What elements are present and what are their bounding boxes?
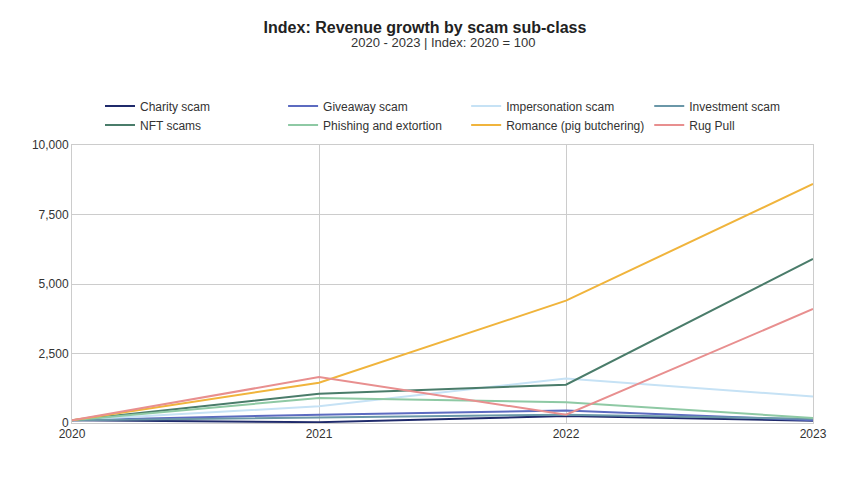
svg-text:2020 - 2023 | Index: 2020 = 10: 2020 - 2023 | Index: 2020 = 100 — [351, 35, 535, 50]
svg-text:Charity scam: Charity scam — [140, 100, 210, 114]
svg-text:0: 0 — [62, 416, 69, 430]
svg-text:2023: 2023 — [800, 427, 827, 441]
svg-text:7,500: 7,500 — [39, 208, 69, 222]
svg-text:Phishing and extortion: Phishing and extortion — [323, 119, 442, 133]
svg-text:2,500: 2,500 — [39, 347, 69, 361]
svg-text:Investment scam: Investment scam — [689, 100, 780, 114]
svg-text:Index: Revenue growth by scam: Index: Revenue growth by scam sub-class — [264, 19, 587, 36]
svg-text:5,000: 5,000 — [39, 277, 69, 291]
svg-text:2020: 2020 — [59, 427, 86, 441]
svg-text:Impersonation scam: Impersonation scam — [506, 100, 614, 114]
svg-text:2021: 2021 — [306, 427, 333, 441]
svg-text:NFT scams: NFT scams — [140, 119, 201, 133]
svg-text:2022: 2022 — [553, 427, 580, 441]
svg-text:10,000: 10,000 — [32, 138, 69, 152]
svg-text:Romance (pig butchering): Romance (pig butchering) — [506, 119, 644, 133]
svg-text:Rug Pull: Rug Pull — [689, 119, 734, 133]
svg-text:Giveaway scam: Giveaway scam — [323, 100, 408, 114]
